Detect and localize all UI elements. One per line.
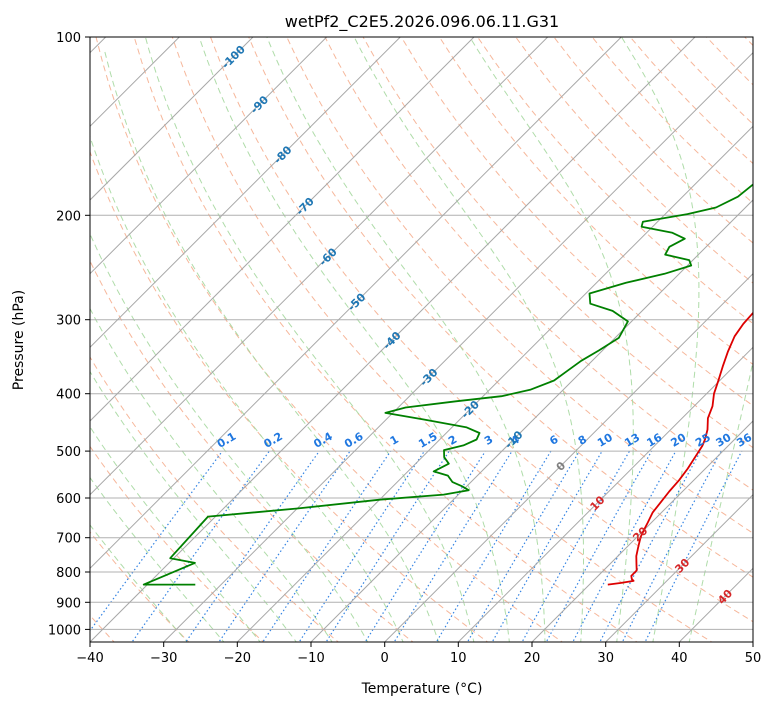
y-tick-label: 800 — [56, 566, 81, 581]
mixing-ratio-line — [298, 450, 425, 642]
x-axis-label: Temperature (°C) — [361, 681, 483, 697]
dewpoint-line — [142, 183, 753, 586]
x-tick-label: 10 — [450, 651, 467, 666]
dry-adiabat — [438, 37, 753, 366]
sounding-series — [142, 183, 753, 586]
moist-adiabat — [90, 370, 297, 642]
axes: −40 −30 −20 −10 0 10 20 30 40 50 100 200 300 400 500 60… — [48, 31, 761, 666]
plot-frame — [89, 36, 754, 643]
y-tick-label: 500 — [56, 445, 81, 460]
y-tick-label: 1000 — [48, 623, 81, 638]
dry-adiabat — [90, 259, 414, 642]
moist-adiabat — [90, 135, 404, 642]
isotherm-line — [752, 641, 753, 642]
mixing-ratio-line — [185, 450, 320, 642]
isotherm-line — [90, 37, 696, 642]
isotherm-line — [531, 420, 753, 642]
x-tick-label: 40 — [671, 651, 688, 666]
dry-adiabat — [286, 37, 753, 534]
mixing-ratio-line — [325, 450, 450, 642]
isotherm-line — [457, 346, 753, 642]
pressure-gridlines — [90, 37, 753, 630]
mixing-ratio-line — [393, 450, 513, 642]
dry-adiabat — [477, 37, 753, 325]
y-tick-label: 200 — [56, 209, 81, 224]
dry-adiabat — [324, 37, 753, 491]
y-tick-label: 400 — [56, 388, 81, 403]
mixing-ratio-line — [90, 450, 223, 632]
isotherm-line — [90, 37, 254, 201]
mixing-ratio-line — [218, 450, 351, 642]
moist-adiabat — [90, 476, 225, 642]
mixing-ratio-label: 36 — [734, 431, 754, 450]
isotherm-line — [90, 37, 549, 496]
y-tick-label: 300 — [56, 314, 81, 329]
chart-title: wetPf2_C2E5.2026.096.06.11.G31 — [285, 12, 559, 32]
mixing-ratio-line — [572, 450, 677, 642]
mixing-ratio-line — [599, 450, 702, 642]
isotherm-line — [605, 493, 753, 642]
x-tick-label: −30 — [150, 651, 177, 666]
isotherm-line — [310, 199, 753, 642]
y-tick-label: 700 — [56, 532, 81, 547]
isotherm-line — [236, 125, 753, 642]
y-tick-label: 100 — [56, 31, 81, 46]
isotherm-line — [163, 51, 753, 642]
isotherm-line — [90, 37, 328, 275]
mixing-ratio-line — [621, 450, 722, 642]
x-tick-label: 50 — [745, 651, 762, 666]
isotherm-line — [90, 37, 475, 422]
dry-adiabat — [400, 37, 753, 407]
dry-adiabat — [248, 37, 753, 578]
temperature-line — [607, 311, 753, 586]
y-axis-label: Pressure (hPa) — [11, 290, 27, 390]
x-tick-label: 30 — [597, 651, 614, 666]
moist-adiabat — [90, 426, 261, 642]
x-tick-label: −20 — [224, 651, 251, 666]
plot-background — [90, 37, 753, 642]
moist-adiabat — [90, 232, 369, 642]
x-tick-label: 0 — [381, 651, 389, 666]
mixing-ratio-line — [466, 450, 580, 642]
isotherm-line — [90, 37, 622, 570]
x-tick-label: −40 — [76, 651, 103, 666]
isotherm-line — [384, 272, 753, 642]
dry-adiabat — [362, 37, 753, 449]
y-tick-label: 900 — [56, 596, 81, 611]
x-tick-label: −10 — [297, 651, 324, 666]
isotherm-lines — [90, 37, 753, 642]
y-tick-label: 600 — [56, 492, 81, 507]
x-tick-label: 20 — [524, 651, 541, 666]
mixing-ratio-line — [262, 450, 392, 642]
isotherm-line — [90, 37, 401, 349]
